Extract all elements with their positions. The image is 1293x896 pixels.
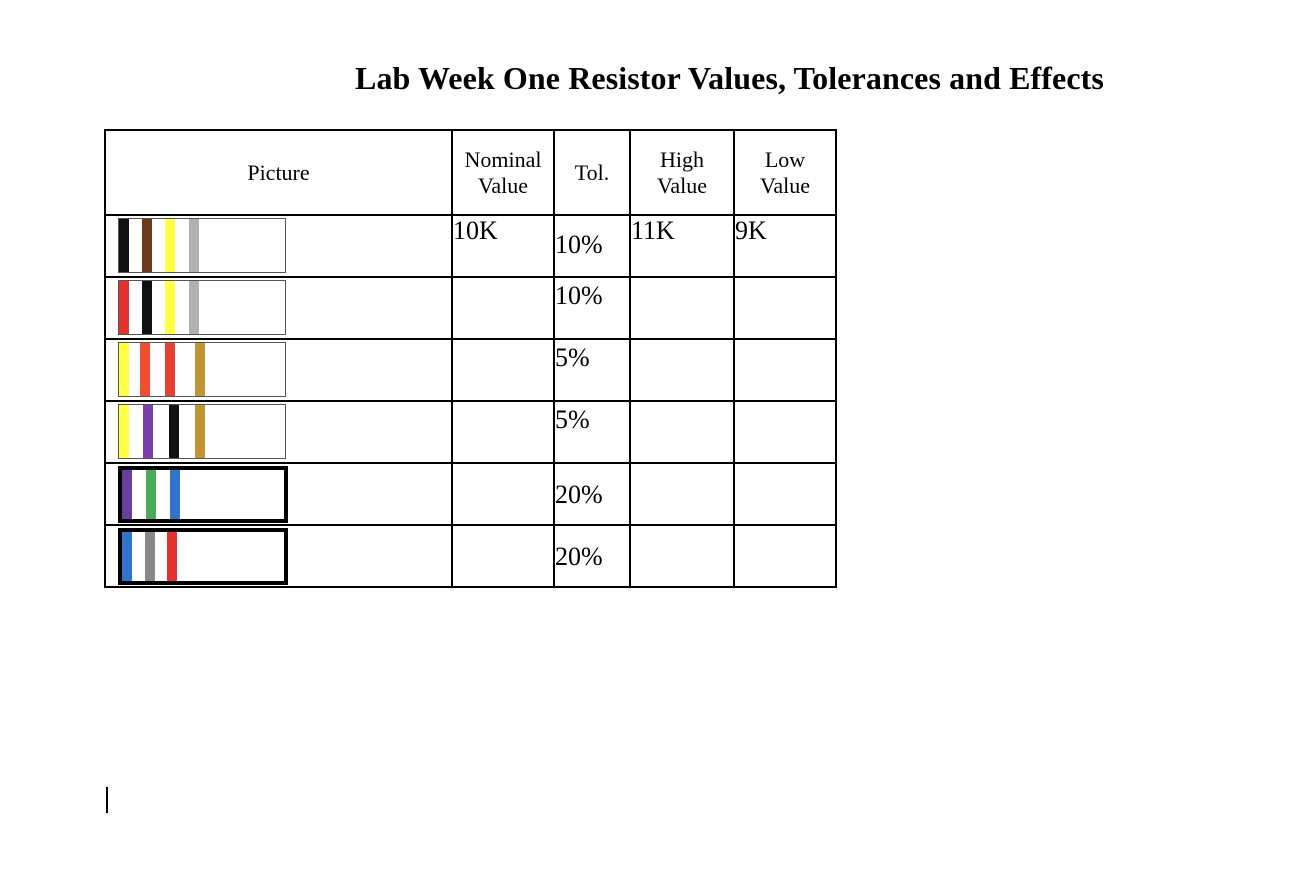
picture-cell [104,400,453,464]
color-band [119,219,129,272]
resistor-table: Picture Nominal Value Tol. High Value Low V… [104,129,837,588]
tolerance-cell[interactable]: 5% [553,400,631,464]
color-band [195,405,205,458]
color-band [142,219,152,272]
color-band [189,281,199,334]
tolerance-cell[interactable]: 10% [553,214,631,278]
nominal-value-cell[interactable] [451,462,555,526]
table-row: 10% [104,276,837,340]
color-band [189,219,199,272]
color-band [119,343,129,396]
color-band [170,470,180,519]
table-row: 10K 10% 11K 9K [104,214,837,278]
high-value-cell[interactable]: 11K [629,214,735,278]
low-value-cell[interactable] [733,276,837,340]
color-band [119,281,129,334]
text-cursor[interactable] [106,787,108,813]
header-high-value: High Value [629,129,735,216]
high-value-cell[interactable] [629,338,735,402]
color-band [122,470,132,519]
low-value-cell[interactable] [733,524,837,588]
color-band [146,470,156,519]
high-value-cell[interactable] [629,400,735,464]
table-row: 5% [104,400,837,464]
high-value-cell[interactable] [629,462,735,526]
color-band [142,281,152,334]
picture-cell [104,214,453,278]
picture-cell [104,276,453,340]
nominal-value-cell[interactable]: 10K [451,214,555,278]
nominal-value-cell[interactable] [451,276,555,340]
color-band [119,405,129,458]
color-band [143,405,153,458]
resistor-image [118,280,286,335]
header-picture: Picture [104,129,453,216]
color-band [165,219,175,272]
low-value-cell[interactable] [733,400,837,464]
picture-cell [104,524,453,588]
table-header-row: Picture Nominal Value Tol. High Value Low V… [104,129,837,216]
color-band [169,405,179,458]
tolerance-cell[interactable]: 20% [553,462,631,526]
picture-cell [104,338,453,402]
color-band [122,532,132,581]
color-band [165,343,175,396]
page-title: Lab Week One Resistor Values, Tolerances… [355,60,1104,96]
resistor-image [118,218,286,273]
high-value-cell[interactable] [629,524,735,588]
header-low-value: Low Value [733,129,837,216]
color-band [140,343,150,396]
nominal-value-cell[interactable] [451,400,555,464]
color-band [195,343,205,396]
nominal-value-cell[interactable] [451,338,555,402]
color-band [165,281,175,334]
header-tolerance: Tol. [553,129,631,216]
resistor-image [118,404,286,459]
resistor-image [118,528,288,585]
color-band [145,532,155,581]
high-value-cell[interactable] [629,276,735,340]
low-value-cell[interactable] [733,338,837,402]
color-band [167,532,177,581]
low-value-cell[interactable] [733,462,837,526]
header-nominal-value: Nominal Value [451,129,555,216]
picture-cell [104,462,453,526]
resistor-image [118,466,288,523]
table-row: 20% [104,462,837,526]
table-row: 5% [104,338,837,402]
tolerance-cell[interactable]: 20% [553,524,631,588]
tolerance-cell[interactable]: 10% [553,276,631,340]
tolerance-cell[interactable]: 5% [553,338,631,402]
table-row: 20% [104,524,837,588]
resistor-image [118,342,286,397]
low-value-cell[interactable]: 9K [733,214,837,278]
nominal-value-cell[interactable] [451,524,555,588]
